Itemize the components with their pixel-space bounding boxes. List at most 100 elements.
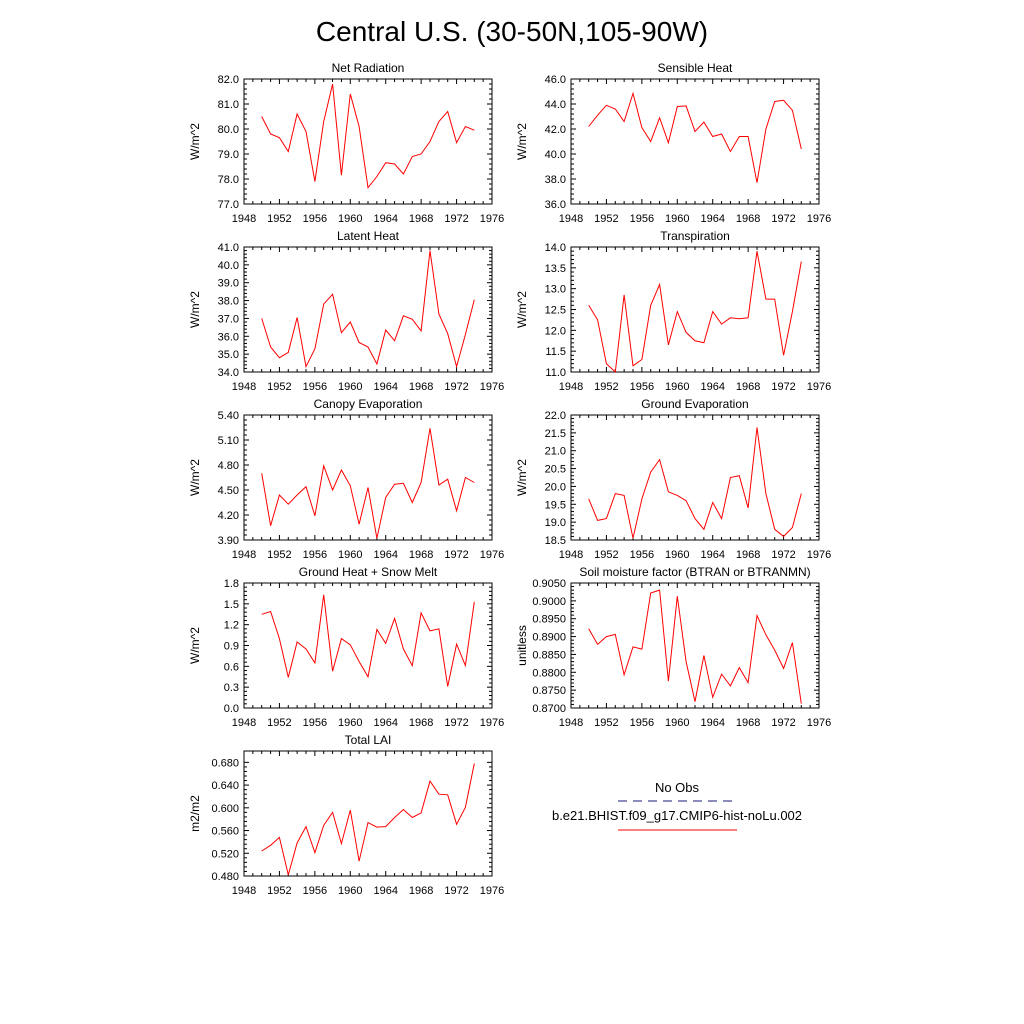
x-tick-label: 1972	[444, 549, 468, 561]
y-tick-label: 12.5	[545, 305, 566, 317]
y-tick-label: 4.20	[218, 510, 239, 522]
x-tick-label: 1976	[807, 381, 831, 393]
y-axis-label: W/m^2	[188, 459, 202, 496]
x-tick-label: 1964	[700, 717, 724, 729]
x-tick-label: 1956	[630, 381, 654, 393]
x-tick-label: 1968	[409, 885, 433, 897]
y-tick-label: 0.9000	[532, 596, 566, 608]
x-tick-label: 1972	[771, 381, 795, 393]
series-line	[261, 250, 475, 369]
panel-6: Ground Evaporation W/m^2 1948 1952 1956 1960 1…	[515, 397, 831, 561]
y-tick-label: 80.0	[218, 124, 239, 136]
x-tick-label: 1952	[267, 549, 291, 561]
x-tick-label: 1956	[303, 549, 327, 561]
y-axis-label: W/m^2	[515, 459, 529, 496]
plot-frame	[243, 750, 493, 877]
x-tick-label: 1972	[444, 885, 468, 897]
x-tick-label: 1956	[630, 717, 654, 729]
y-tick-label: 19.0	[545, 517, 566, 529]
x-tick-label: 1964	[373, 717, 397, 729]
x-tick-label: 1960	[338, 885, 362, 897]
y-tick-label: 1.2	[224, 620, 239, 632]
y-tick-label: 38.0	[545, 174, 566, 186]
y-axis-label: W/m^2	[188, 291, 202, 328]
x-tick-label: 1968	[409, 549, 433, 561]
x-tick-label: 1976	[807, 549, 831, 561]
y-tick-label: 0.8850	[532, 649, 566, 661]
y-tick-label: 1.8	[224, 578, 239, 590]
y-tick-label: 1.5	[224, 599, 239, 611]
x-tick-label: 1952	[594, 549, 618, 561]
y-tick-label: 34.0	[218, 367, 239, 379]
x-tick-label: 1968	[409, 381, 433, 393]
y-tick-label: 0.8750	[532, 685, 566, 697]
x-tick-label: 1960	[338, 717, 362, 729]
y-axis-label: W/m^2	[515, 291, 529, 328]
y-tick-label: 41.0	[218, 242, 239, 254]
plot-frame	[570, 246, 820, 373]
series-line	[588, 427, 802, 539]
x-tick-label: 1976	[807, 717, 831, 729]
y-tick-label: 82.0	[218, 74, 239, 86]
y-tick-label: 5.40	[218, 410, 239, 422]
x-tick-label: 1952	[267, 885, 291, 897]
y-tick-label: 39.0	[218, 278, 239, 290]
panel-title: Latent Heat	[337, 229, 400, 243]
x-tick-label: 1948	[232, 885, 256, 897]
y-tick-label: 0.480	[211, 871, 239, 883]
y-axis-label: W/m^2	[515, 123, 529, 160]
x-tick-label: 1956	[303, 213, 327, 225]
x-tick-label: 1976	[480, 213, 504, 225]
y-tick-label: 40.0	[218, 260, 239, 272]
y-tick-label: 0.520	[211, 848, 239, 860]
y-tick-label: 36.0	[218, 331, 239, 343]
y-tick-label: 40.0	[545, 149, 566, 161]
y-tick-label: 12.0	[545, 325, 566, 337]
y-axis-label: W/m^2	[188, 123, 202, 160]
y-tick-label: 5.10	[218, 435, 239, 447]
x-tick-label: 1948	[232, 213, 256, 225]
y-tick-label: 0.680	[211, 757, 239, 769]
panel-2: Sensible Heat W/m^2 1948 1952 1956 1960 1964 19…	[515, 61, 831, 225]
legend-model-label: b.e21.BHIST.f09_g17.CMIP6-hist-noLu.002	[552, 808, 802, 823]
x-tick-label: 1968	[409, 213, 433, 225]
x-tick-label: 1948	[559, 213, 583, 225]
y-tick-label: 11.5	[545, 346, 566, 358]
y-tick-label: 21.5	[545, 428, 566, 440]
series-line	[261, 428, 475, 539]
panel-9: Total LAI m2/m2 1948 1952 1956 1960 1964 1968 19…	[188, 733, 504, 897]
panel-title: Ground Evaporation	[641, 397, 748, 411]
x-tick-label: 1972	[771, 717, 795, 729]
y-tick-label: 79.0	[218, 149, 239, 161]
series-line	[588, 589, 802, 704]
y-tick-label: 0.8950	[532, 614, 566, 626]
x-tick-label: 1964	[373, 381, 397, 393]
y-tick-label: 11.0	[545, 367, 566, 379]
x-tick-label: 1948	[559, 549, 583, 561]
y-tick-label: 3.90	[218, 535, 239, 547]
x-tick-label: 1960	[665, 381, 689, 393]
x-tick-label: 1960	[665, 717, 689, 729]
y-axis-label: W/m^2	[188, 627, 202, 664]
x-tick-label: 1952	[267, 381, 291, 393]
y-tick-label: 81.0	[218, 99, 239, 111]
x-tick-label: 1968	[736, 717, 760, 729]
x-tick-label: 1956	[303, 381, 327, 393]
y-tick-label: 78.0	[218, 174, 239, 186]
plot-frame	[243, 246, 493, 373]
y-tick-label: 37.0	[218, 313, 239, 325]
x-tick-label: 1960	[665, 549, 689, 561]
y-tick-label: 20.0	[545, 481, 566, 493]
series-line	[261, 594, 475, 687]
x-tick-label: 1960	[338, 213, 362, 225]
x-tick-label: 1952	[267, 717, 291, 729]
x-tick-label: 1956	[303, 885, 327, 897]
y-tick-label: 0.8700	[532, 703, 566, 715]
panel-title: Canopy Evaporation	[314, 397, 423, 411]
x-tick-label: 1952	[594, 213, 618, 225]
y-tick-label: 14.0	[545, 242, 566, 254]
y-tick-label: 0.6	[224, 661, 239, 673]
x-tick-label: 1964	[700, 381, 724, 393]
y-tick-label: 4.80	[218, 460, 239, 472]
plot-frame	[243, 414, 493, 541]
